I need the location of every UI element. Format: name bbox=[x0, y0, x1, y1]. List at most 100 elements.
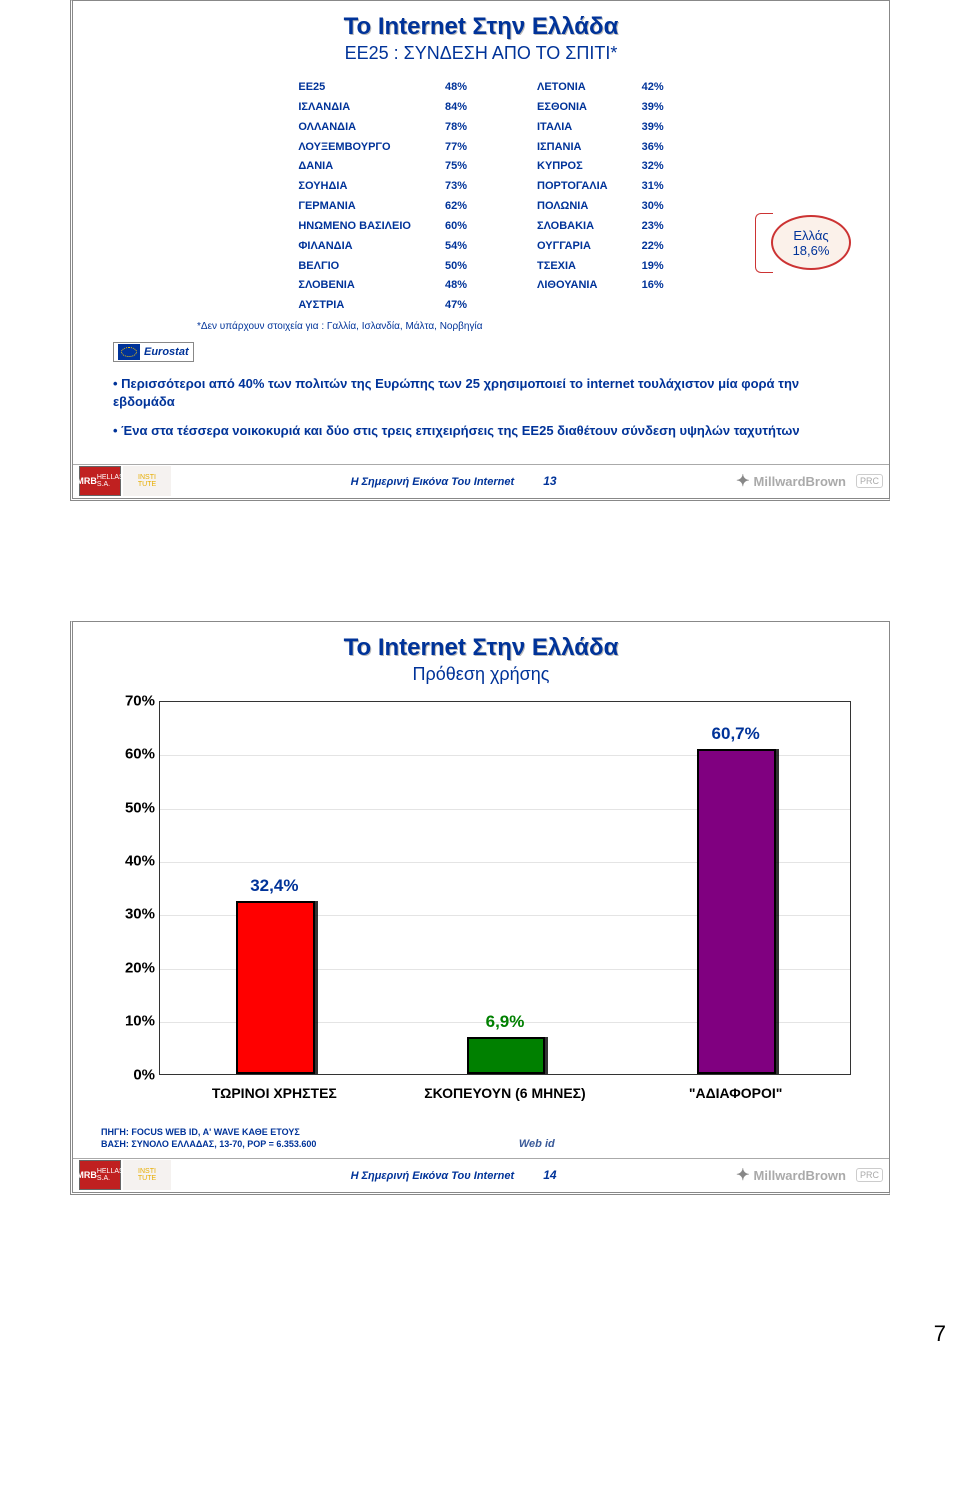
value-cell: 16% bbox=[642, 278, 664, 293]
country-cell: ΦΙΛΑΝΔΙΑ bbox=[298, 239, 411, 254]
webid-badge: Web id bbox=[519, 1138, 555, 1152]
value-cell: 48% bbox=[445, 278, 467, 293]
swirl-icon: ✦ bbox=[736, 471, 749, 491]
slide-2-subtitle: Πρόθεση χρήσης bbox=[81, 664, 881, 685]
mb-text-2: MillwardBrown bbox=[754, 1168, 846, 1183]
country-cell: ΣΟΥΗΔΙΑ bbox=[298, 179, 411, 194]
value-cell: 31% bbox=[642, 179, 664, 194]
slide-2-title-row: Το Internet Στην Ελλάδα bbox=[81, 634, 881, 662]
footer-text-2: Η Σημερινή Εικόνα Του Internet bbox=[351, 1170, 515, 1182]
source-line-1: ΠΗΓΗ: FOCUS WEB ID, A' WAVE ΚΑΘΕ ΕΤΟΥΣ bbox=[101, 1127, 881, 1138]
value-cell: 36% bbox=[642, 140, 664, 155]
millwardbrown-logo: ✦ MillwardBrown bbox=[736, 471, 846, 491]
value-cell: 19% bbox=[642, 259, 664, 274]
slide-2: Το Internet Στην Ελλάδα Πρόθεση χρήσης 0… bbox=[70, 621, 890, 1195]
value-cell: 84% bbox=[445, 100, 467, 115]
slide-1-box: Το Internet Στην Ελλάδα ΕΕ25 : ΣΥΝΔΕΣΗ Α… bbox=[70, 0, 890, 501]
greece-callout-label: Ελλάς bbox=[793, 228, 828, 243]
y-axis-label: 60% bbox=[101, 746, 155, 763]
value-cell: 73% bbox=[445, 179, 467, 194]
x-axis-label: ΣΚΟΠΕΥΟΥΝ (6 ΜΗΝΕΣ) bbox=[395, 1085, 615, 1101]
value-cell: 42% bbox=[642, 80, 664, 95]
column-b-countries: ΛΕΤΟΝΙΑΕΣΘΟΝΙΑΙΤΑΛΙΑΙΣΠΑΝΙΑΚΥΠΡΟΣΠΟΡΤΟΓΑ… bbox=[537, 80, 608, 313]
slide-2-inner: Το Internet Στην Ελλάδα Πρόθεση χρήσης 0… bbox=[73, 622, 889, 1158]
greece-callout-value: 18,6% bbox=[793, 243, 830, 258]
value-cell: 78% bbox=[445, 120, 467, 135]
document-page-number: 7 bbox=[0, 1315, 960, 1347]
country-cell: ΑΥΣΤΡΙΑ bbox=[298, 298, 411, 313]
y-axis-label: 0% bbox=[101, 1066, 155, 1083]
page-number-1: 13 bbox=[543, 474, 556, 488]
value-cell: 22% bbox=[642, 239, 664, 254]
slide-1-title: Το Internet Στην Ελλάδα bbox=[344, 13, 619, 40]
value-cell: 39% bbox=[642, 100, 664, 115]
footer-text-1: Η Σημερινή Εικόνα Του Internet bbox=[351, 476, 515, 488]
eurostat-badge: Eurostat bbox=[113, 342, 865, 365]
y-axis-label: 40% bbox=[101, 853, 155, 870]
slide-1-inner: Το Internet Στην Ελλάδα ΕΕ25 : ΣΥΝΔΕΣΗ Α… bbox=[73, 1, 889, 464]
slide-2-box: Το Internet Στην Ελλάδα Πρόθεση χρήσης 0… bbox=[70, 621, 890, 1195]
chart-bar bbox=[697, 749, 775, 1073]
value-cell: 32% bbox=[642, 159, 664, 174]
bullet-1: • Περισσότεροι από 40% των πολιτών της Ε… bbox=[113, 375, 849, 410]
footer-center-2: Η Σημερινή Εικόνα Του Internet 14 bbox=[171, 1168, 736, 1182]
country-cell: ΒΕΛΓΙΟ bbox=[298, 259, 411, 274]
value-cell: 30% bbox=[642, 199, 664, 214]
swirl-icon-2: ✦ bbox=[736, 1165, 749, 1185]
page-number-2: 14 bbox=[543, 1168, 556, 1182]
value-cell: 48% bbox=[445, 80, 467, 95]
bar-value-label: 60,7% bbox=[712, 724, 760, 744]
country-cell: ΚΥΠΡΟΣ bbox=[537, 159, 608, 174]
column-b-values: 42%39%39%36%32%31%30%23%22%19%16% bbox=[642, 80, 664, 313]
slide-2-title: Το Internet Στην Ελλάδα bbox=[344, 634, 619, 661]
mb-text-1: MillwardBrown bbox=[754, 474, 846, 489]
footnote: *Δεν υπάρχουν στοιχεία για : Γαλλία, Ισλ… bbox=[197, 321, 865, 332]
prc-badge-2: PRC bbox=[856, 1168, 883, 1182]
country-cell: ΕΕ25 bbox=[298, 80, 411, 95]
country-cell: ΛΟΥΞΕΜΒΟΥΡΓΟ bbox=[298, 140, 411, 155]
greece-callout: Ελλάς 18,6% bbox=[771, 215, 851, 270]
country-cell: ΠΟΡΤΟΓΑΛΙΑ bbox=[537, 179, 608, 194]
country-cell: ΟΥΓΓΑΡΙΑ bbox=[537, 239, 608, 254]
country-cell: ΣΛΟΒΕΝΙΑ bbox=[298, 278, 411, 293]
column-a: ΕΕ25 ΙΣΛΑΝΔΙΑ ΟΛΛΑΝΔΙΑ ΛΟΥΞΕΜΒΟΥΡΓΟ ΔΑΝΙΑ ΣΟΥ… bbox=[298, 80, 467, 313]
country-cell: ΔΑΝΙΑ bbox=[298, 159, 411, 174]
source-lines: ΠΗΓΗ: FOCUS WEB ID, A' WAVE ΚΑΘΕ ΕΤΟΥΣ Β… bbox=[101, 1127, 881, 1152]
bullet-2: • Ένα στα τέσσερα νοικοκυριά και δύο στι… bbox=[113, 422, 849, 440]
value-cell: 54% bbox=[445, 239, 467, 254]
column-a-values: 48%84%78%77%75%73%62%60%54%50%48%47% bbox=[445, 80, 467, 313]
country-cell: ΛΕΤΟΝΙΑ bbox=[537, 80, 608, 95]
y-axis-label: 20% bbox=[101, 959, 155, 976]
country-cell: ΗΝΩΜΕΝΟ ΒΑΣΙΛΕΙΟ bbox=[298, 219, 411, 234]
slide-1-subtitle: ΕΕ25 : ΣΥΝΔΕΣΗ ΑΠΟ ΤΟ ΣΠΙΤΙ* bbox=[97, 43, 865, 64]
institute-logo-icon-2: INSTITUTE bbox=[123, 1160, 171, 1190]
bar-value-label: 6,9% bbox=[486, 1012, 525, 1032]
y-axis-label: 50% bbox=[101, 799, 155, 816]
slide-1: Το Internet Στην Ελλάδα ΕΕ25 : ΣΥΝΔΕΣΗ Α… bbox=[70, 0, 890, 501]
country-cell: ΕΣΘΟΝΙΑ bbox=[537, 100, 608, 115]
value-cell: 62% bbox=[445, 199, 467, 214]
y-axis-label: 30% bbox=[101, 906, 155, 923]
y-axis-label: 10% bbox=[101, 1013, 155, 1030]
country-cell: ΙΣΛΑΝΔΙΑ bbox=[298, 100, 411, 115]
value-cell: 50% bbox=[445, 259, 467, 274]
millwardbrown-logo-2: ✦ MillwardBrown bbox=[736, 1165, 846, 1185]
x-axis-label: ΤΩΡΙΝΟΙ ΧΡΗΣΤΕΣ bbox=[164, 1085, 384, 1101]
eu-flag-icon bbox=[118, 344, 140, 360]
prc-badge-1: PRC bbox=[856, 474, 883, 488]
country-cell: ΠΟΛΩΝΙΑ bbox=[537, 199, 608, 214]
slide-2-footer: MRBHELLAS S.A. INSTITUTE Η Σημερινή Εικό… bbox=[73, 1158, 889, 1192]
chart-bar bbox=[467, 1037, 545, 1074]
country-cell: ΙΣΠΑΝΙΑ bbox=[537, 140, 608, 155]
column-a-countries: ΕΕ25 ΙΣΛΑΝΔΙΑ ΟΛΛΑΝΔΙΑ ΛΟΥΞΕΜΒΟΥΡΓΟ ΔΑΝΙΑ ΣΟΥ… bbox=[298, 80, 411, 313]
value-cell: 47% bbox=[445, 298, 467, 313]
country-cell: ΣΛΟΒΑΚΙΑ bbox=[537, 219, 608, 234]
value-cell: 75% bbox=[445, 159, 467, 174]
slide-1-footer: MRBHELLAS S.A. INSTITUTE Η Σημερινή Εικό… bbox=[73, 464, 889, 498]
value-cell: 60% bbox=[445, 219, 467, 234]
chart-bar bbox=[236, 901, 314, 1074]
country-cell: ΤΣΕΧΙΑ bbox=[537, 259, 608, 274]
mrb-logo-icon-2: MRBHELLAS S.A. bbox=[79, 1160, 121, 1190]
country-cell: ΟΛΛΑΝΔΙΑ bbox=[298, 120, 411, 135]
bar-value-label: 32,4% bbox=[250, 876, 298, 896]
